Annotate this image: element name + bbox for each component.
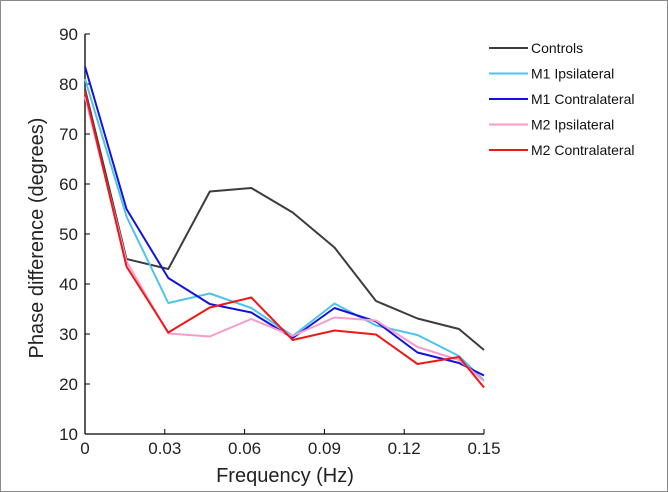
series-line-m2-contralateral — [84, 91, 485, 389]
series-line-m1-contralateral — [84, 66, 485, 377]
legend-label-m1-ipsilateral: M1 Ipsilateral — [531, 66, 614, 82]
y-axis-title: Phase difference (degrees) — [26, 118, 48, 359]
x-tick-label: 0 — [80, 439, 89, 458]
y-tick-label: 50 — [59, 225, 78, 244]
x-tick-label: 0.06 — [228, 439, 261, 458]
x-tick-label: 0.03 — [148, 439, 181, 458]
y-tick-label: 10 — [59, 425, 78, 444]
y-tick-label: 70 — [59, 125, 78, 144]
x-tick-label: 0.12 — [388, 439, 421, 458]
series-lines — [84, 66, 485, 389]
y-tick-label: 60 — [59, 175, 78, 194]
legend-label-controls: Controls — [531, 40, 583, 56]
y-tick-label: 90 — [59, 25, 78, 44]
legend-label-m2-ipsilateral: M2 Ipsilateral — [531, 117, 614, 133]
y-tick-label: 30 — [59, 325, 78, 344]
series-line-controls — [84, 88, 485, 351]
legend: Controls M1 Ipsilateral M1 Contralateral M2… — [489, 40, 635, 158]
legend-label-m1-contralateral: M1 Contralateral — [531, 91, 635, 107]
y-tick-label: 40 — [59, 275, 78, 294]
x-axis-title: Frequency (Hz) — [216, 465, 354, 487]
x-tick-label: 0.15 — [467, 439, 500, 458]
y-tick-label: 20 — [59, 375, 78, 394]
axes: 10 20 30 40 50 60 70 80 90 0 0.03 0.06 0.09 0.12 0.15 — [59, 25, 500, 458]
legend-label-m2-contralateral: M2 Contralateral — [531, 142, 635, 158]
series-line-m1-ipsilateral — [84, 78, 485, 382]
y-tick-label: 80 — [59, 75, 78, 94]
x-tick-label: 0.09 — [308, 439, 341, 458]
